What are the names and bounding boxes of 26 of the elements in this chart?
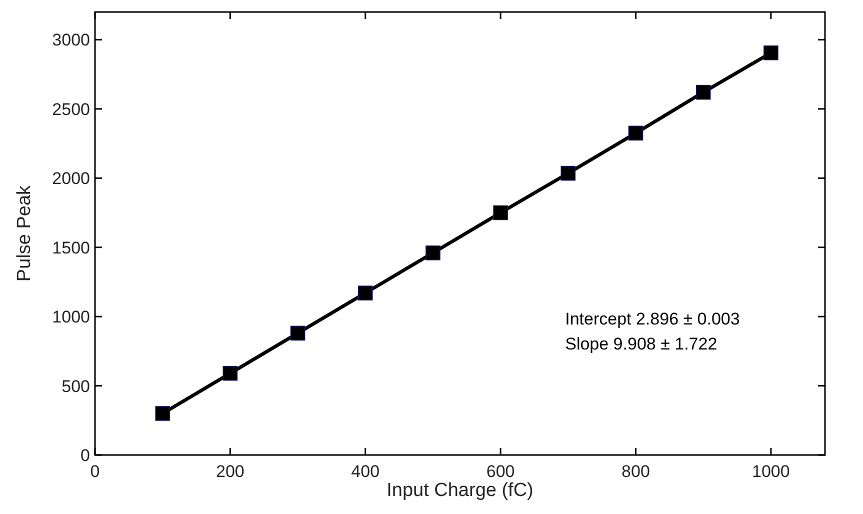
annotation: Slope 9.908 ± 1.722 bbox=[565, 334, 718, 354]
y-tick-label: 2500 bbox=[52, 100, 90, 119]
point bbox=[290, 326, 306, 341]
point bbox=[560, 166, 576, 181]
point bbox=[426, 245, 440, 260]
y-tick-label: 3000 bbox=[52, 30, 90, 50]
y-tick-label: 500 bbox=[62, 376, 90, 396]
x-tick-label: 1000 bbox=[752, 462, 790, 481]
y-tick-label: 1000 bbox=[52, 308, 90, 327]
x-tick-label: 800 bbox=[622, 462, 650, 481]
point bbox=[222, 366, 238, 381]
y-tick-label: 0 bbox=[80, 446, 90, 465]
y-axis-title: Pulse Peak bbox=[14, 184, 35, 282]
point bbox=[628, 126, 644, 141]
x-tick-label: 400 bbox=[351, 462, 380, 481]
point bbox=[493, 205, 508, 220]
point bbox=[155, 406, 170, 421]
x-tick-label: 200 bbox=[216, 462, 244, 481]
point bbox=[764, 45, 778, 60]
x-tick-label: 600 bbox=[486, 462, 515, 481]
point bbox=[696, 84, 711, 100]
point bbox=[358, 286, 373, 300]
y-tick-label: 2000 bbox=[52, 169, 90, 188]
x-axis-title: Input Charge (fC) bbox=[386, 480, 534, 501]
annotation: Intercept 2.896 ± 0.003 bbox=[565, 309, 740, 328]
y-tick-label: 1500 bbox=[52, 238, 90, 258]
